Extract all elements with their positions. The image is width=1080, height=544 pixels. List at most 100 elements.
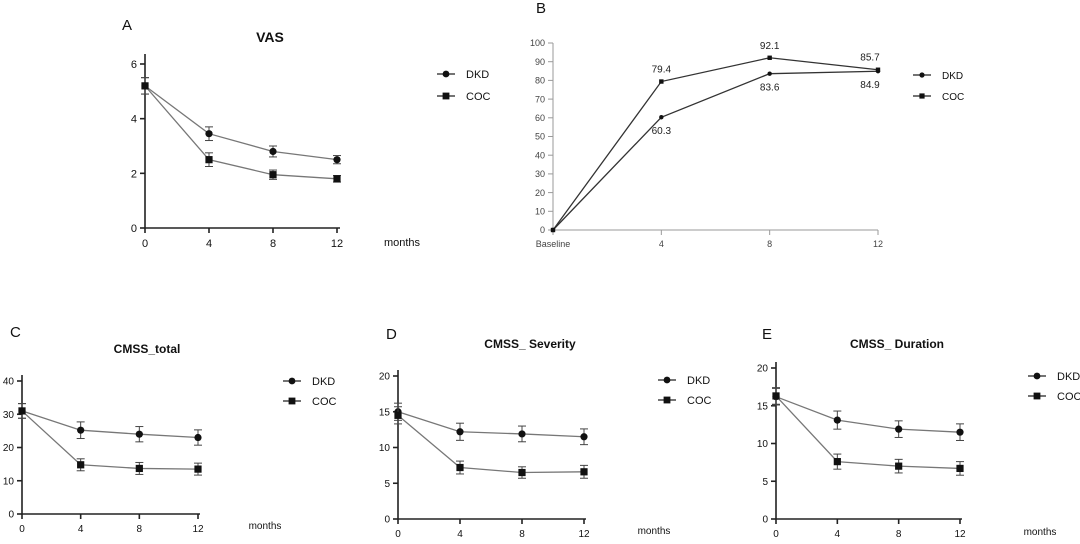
y-tick-label: 10 [757,439,769,450]
y-tick-label: 20 [535,188,545,198]
series-coc [394,406,588,479]
legend-marker [663,376,671,384]
series-dkd [772,387,964,441]
data-point [456,428,464,436]
x-tick-label: 12 [331,238,343,250]
panel-letter: A [122,17,132,34]
y-tick-label: 80 [535,76,545,86]
x-tick-label: 8 [137,524,143,535]
data-point [333,156,341,164]
x-tick-label: 0 [773,529,779,540]
data-point [833,458,841,466]
series-line [144,85,338,161]
x-tick-label: 4 [78,524,84,535]
data-point [875,67,881,72]
data-point [767,55,772,60]
data-label: 60.3 [652,126,672,137]
data-point [141,82,149,90]
legend-item-coc: COC [1028,391,1080,403]
data-label: 92.1 [760,41,780,52]
chart-panel-a: A VAS 0 2 4 6 0 4 8 12 months DKD COC [122,17,491,250]
legend-marker [919,93,925,99]
y-tick-label: 5 [762,477,768,488]
x-axis-label: months [638,526,671,537]
data-point [77,426,85,434]
series-line [552,70,879,231]
data-point [135,430,143,438]
y-tick-label: 10 [379,443,391,454]
x-axis-label: months [384,237,421,249]
legend-item-coc: COC [283,396,337,408]
legend-item-dkd: DKD [437,69,489,81]
chart-panel-b: B 0 10 20 30 40 50 60 70 80 90 100 Baseline 4 8 12 60.3 8… [530,0,964,249]
legend-marker [442,92,450,100]
y-tick-label: 0 [384,515,390,526]
data-point [194,433,202,442]
y-tick-label: 70 [535,94,545,104]
data-point [269,171,277,179]
data-point [580,433,588,441]
y-tick-label: 15 [379,407,391,418]
data-point [18,407,26,415]
y-tick-label: 0 [762,515,768,526]
x-tick-label: 8 [767,239,772,249]
chart-title: VAS [256,29,284,45]
y-tick-label: 20 [379,372,391,383]
y-tick-label: 4 [131,114,137,126]
chart-panel-c: C CMSS_total 0 10 20 30 40 0 4 8 12 months DKD COC [3,324,337,535]
data-point [956,464,964,473]
x-tick-label: 4 [835,529,841,540]
data-point [518,430,526,438]
legend-marker [442,70,450,78]
x-tick-label: 0 [395,529,401,540]
legend-item-dkd: DKD [283,376,335,388]
y-tick-label: 40 [3,377,15,388]
data-point [767,71,772,76]
series-line [397,411,585,438]
series-dkd [394,402,588,446]
legend-item-dkd: DKD [913,71,963,82]
data-label: 79.4 [652,65,672,76]
series-dkd: 60.3 83.6 84.9 [550,69,881,233]
data-point [659,115,664,120]
panel-letter: C [10,324,21,341]
x-tick-label: 4 [457,529,463,540]
data-point [956,428,964,436]
data-point [456,463,464,472]
x-tick-label: 4 [659,239,664,249]
data-point [518,468,526,477]
series-coc: 79.4 92.1 85.7 [550,41,881,233]
y-tick-label: 0 [131,223,137,235]
data-point [205,156,213,164]
x-tick-label: Baseline [536,239,571,249]
data-point [394,411,402,419]
x-tick-label: 8 [270,238,276,250]
y-tick-label: 20 [757,364,769,375]
y-tick-label: 10 [535,207,545,217]
series-coc [141,77,341,183]
panel-letter: D [386,326,397,343]
data-point [135,464,143,473]
series-coc [18,403,202,476]
y-tick-label: 30 [535,169,545,179]
x-tick-label: 12 [873,239,883,249]
series-coc [772,387,964,476]
data-point [833,416,841,424]
y-tick-label: 60 [535,113,545,123]
series-line [397,414,585,474]
data-point [333,175,341,183]
x-axis-label: months [249,521,282,532]
chart-title: CMSS_ Severity [484,337,576,351]
legend-label: COC [312,396,337,408]
data-label: 84.9 [860,80,880,91]
data-point [205,130,213,138]
series-dkd [141,77,341,165]
legend-marker [288,397,296,405]
legend-label: DKD [1057,371,1080,383]
y-tick-label: 10 [3,476,15,487]
y-tick-label: 0 [8,510,14,521]
y-tick-label: 50 [535,132,545,142]
legend-marker [1033,392,1041,400]
y-tick-label: 6 [131,59,137,71]
x-tick-label: 8 [519,529,525,540]
